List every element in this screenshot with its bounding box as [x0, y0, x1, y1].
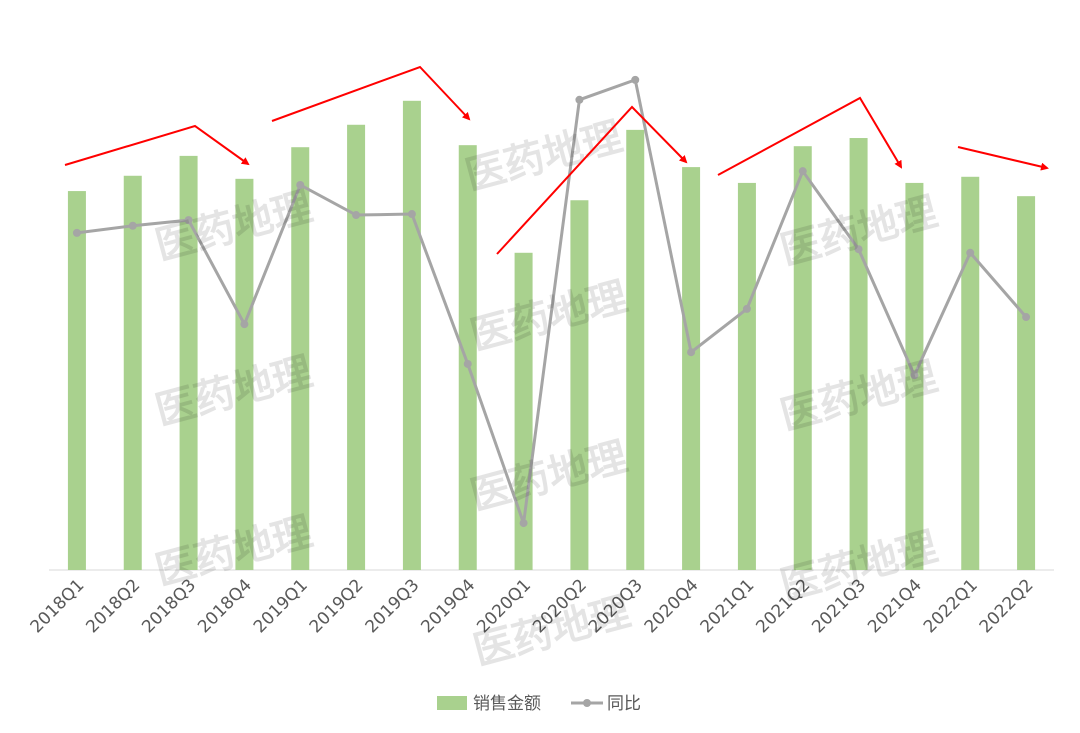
x-tick-label: 2022Q1: [920, 575, 982, 637]
arrow: [957, 146, 1049, 171]
x-tick-label: 2022Q2: [976, 575, 1038, 637]
bar: [626, 129, 645, 570]
bar: [682, 167, 701, 570]
point: [463, 359, 472, 368]
bar: [235, 178, 254, 570]
point: [910, 371, 919, 380]
legend-swatch: [437, 696, 467, 710]
point: [631, 75, 640, 84]
legend-swatch: [583, 699, 591, 707]
point: [240, 320, 249, 329]
bar: [179, 155, 198, 570]
bar: [793, 146, 812, 570]
watermark: 医药地理: [461, 114, 627, 200]
point: [575, 95, 584, 104]
point: [742, 304, 751, 313]
legend-label: 销售金额: [473, 694, 541, 714]
bar: [123, 175, 142, 570]
x-tick-label: 2018Q2: [82, 575, 144, 637]
legend: 销售金额 同比: [437, 694, 641, 714]
x-tick-label: 2019Q4: [417, 575, 479, 637]
bar: [737, 182, 756, 570]
bar: [347, 124, 366, 571]
point: [407, 210, 416, 219]
point: [687, 348, 696, 357]
point: [184, 216, 193, 225]
trend-arrows: [64, 65, 1049, 255]
bar: [849, 138, 868, 570]
point: [128, 221, 137, 230]
x-tick-label: 2020Q4: [641, 575, 703, 637]
point: [296, 180, 305, 189]
point: [72, 228, 81, 237]
x-tick-label: 2019Q2: [306, 575, 368, 637]
watermark: 医药地理: [466, 434, 632, 520]
bar: [67, 191, 86, 570]
point: [854, 245, 863, 254]
point: [798, 167, 807, 176]
bar: [291, 147, 310, 570]
watermark: 医药地理: [466, 274, 632, 360]
x-tick-label: 2018Q1: [27, 575, 89, 637]
legend-label: 同比: [607, 694, 641, 714]
point: [519, 519, 528, 528]
bar: [458, 145, 477, 571]
x-tick-label: 2021Q1: [697, 575, 759, 637]
x-tick-label: 2019Q3: [362, 575, 424, 637]
bar: [961, 176, 980, 571]
arrow: [496, 105, 688, 255]
bar: [402, 100, 421, 571]
arrow: [717, 96, 903, 176]
point: [1022, 313, 1031, 322]
bar: [1017, 196, 1036, 571]
point: [966, 248, 975, 257]
arrow: [64, 124, 250, 166]
arrow: [271, 65, 471, 122]
bar: [570, 200, 589, 570]
x-tick-label: 2019Q1: [250, 575, 312, 637]
line: [76, 77, 1028, 524]
point: [352, 211, 361, 220]
x-tick-label: 2018Q4: [194, 575, 256, 637]
